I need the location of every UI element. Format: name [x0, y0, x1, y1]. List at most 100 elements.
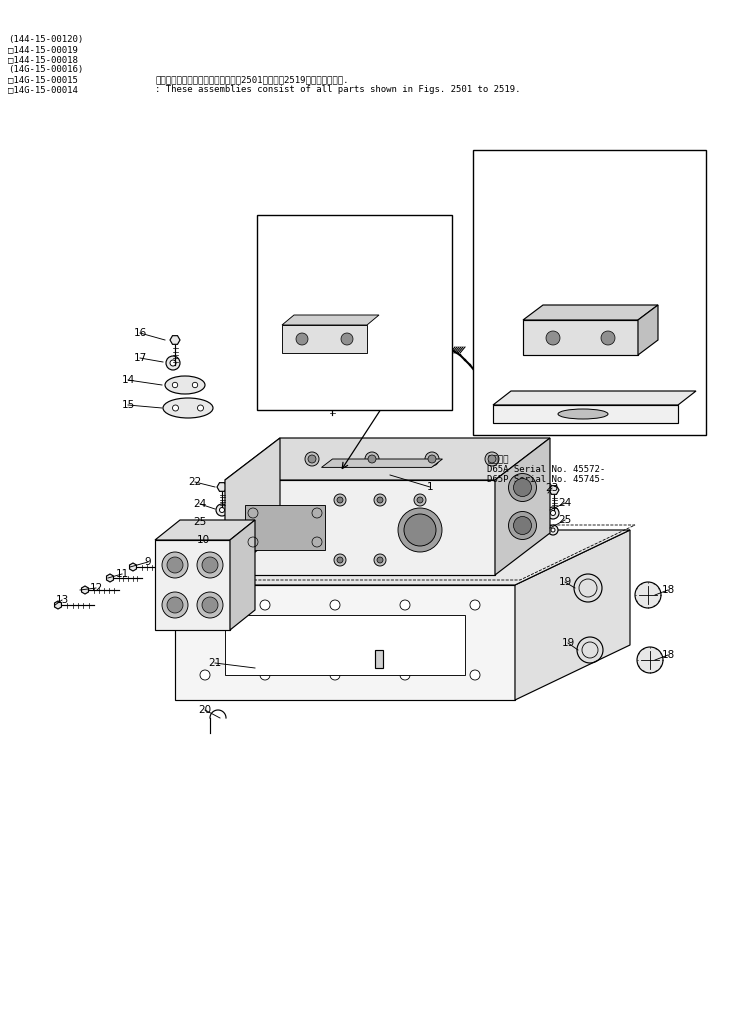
Text: 13: 13	[55, 595, 69, 605]
Polygon shape	[523, 305, 658, 320]
Circle shape	[216, 504, 228, 516]
Circle shape	[197, 552, 223, 578]
Circle shape	[404, 514, 436, 546]
Polygon shape	[225, 615, 465, 675]
Polygon shape	[307, 241, 317, 249]
Ellipse shape	[558, 409, 608, 419]
Text: 9: 9	[145, 557, 151, 567]
Circle shape	[170, 360, 176, 366]
Text: 7: 7	[284, 232, 291, 242]
Circle shape	[377, 497, 383, 503]
Polygon shape	[327, 390, 337, 400]
Ellipse shape	[165, 376, 205, 394]
Circle shape	[368, 455, 376, 463]
Circle shape	[260, 670, 270, 680]
Circle shape	[334, 494, 346, 506]
Text: 2: 2	[261, 322, 269, 332]
Text: 12: 12	[89, 583, 103, 593]
Bar	[155, 540, 230, 630]
Text: これらのアセンブリの構成部品は第2501図から第2519図まで含みます.: これらのアセンブリの構成部品は第2501図から第2519図まで含みます.	[155, 75, 348, 84]
Text: 20: 20	[199, 705, 212, 715]
Circle shape	[643, 235, 653, 245]
Circle shape	[636, 228, 660, 252]
Bar	[375, 650, 383, 668]
Circle shape	[220, 508, 225, 513]
Polygon shape	[282, 315, 379, 325]
Circle shape	[305, 452, 319, 466]
Text: □144-15-00018: □144-15-00018	[8, 55, 78, 64]
Circle shape	[425, 452, 439, 466]
Polygon shape	[129, 563, 137, 571]
Text: 16: 16	[134, 328, 147, 338]
Circle shape	[374, 494, 386, 506]
Circle shape	[167, 597, 183, 613]
Text: 10: 10	[196, 535, 210, 545]
Circle shape	[485, 452, 499, 466]
Text: 18: 18	[661, 585, 675, 595]
Circle shape	[166, 356, 180, 370]
Text: 25: 25	[558, 515, 572, 525]
Circle shape	[172, 405, 179, 411]
Circle shape	[601, 331, 615, 345]
Circle shape	[365, 452, 379, 466]
Bar	[473, 150, 706, 435]
Circle shape	[386, 294, 408, 316]
Circle shape	[470, 600, 480, 610]
Polygon shape	[225, 438, 550, 480]
Text: 7: 7	[665, 170, 672, 180]
Circle shape	[546, 331, 560, 345]
Circle shape	[398, 508, 442, 552]
Text: 4: 4	[266, 281, 272, 290]
Text: 8: 8	[680, 225, 686, 235]
Text: 5: 5	[485, 363, 491, 373]
Circle shape	[509, 512, 537, 540]
Text: : These assemblies consist of all parts shown in Figs. 2501 to 2519.: : These assemblies consist of all parts …	[155, 85, 520, 94]
Text: 6: 6	[282, 398, 288, 408]
Polygon shape	[225, 480, 495, 575]
Text: (14G-15-00016): (14G-15-00016)	[8, 65, 83, 74]
Circle shape	[400, 670, 410, 680]
Circle shape	[172, 382, 177, 387]
Text: 適用車種: 適用車種	[487, 455, 509, 464]
Circle shape	[368, 269, 376, 277]
Circle shape	[330, 600, 340, 610]
Text: 1: 1	[427, 482, 434, 492]
Text: 17: 17	[134, 353, 147, 363]
Text: 14: 14	[121, 375, 134, 385]
Circle shape	[550, 511, 556, 516]
Text: 2: 2	[490, 308, 496, 318]
Ellipse shape	[163, 398, 213, 418]
Circle shape	[192, 382, 198, 387]
Text: 19: 19	[561, 638, 575, 648]
Circle shape	[202, 557, 218, 573]
Text: 25: 25	[193, 517, 207, 527]
Circle shape	[374, 554, 386, 566]
Circle shape	[162, 592, 188, 618]
Polygon shape	[586, 184, 600, 196]
Circle shape	[330, 670, 340, 680]
Text: 23: 23	[545, 483, 558, 493]
Circle shape	[548, 525, 558, 535]
Polygon shape	[638, 305, 658, 355]
Text: 21: 21	[208, 658, 222, 668]
Circle shape	[428, 455, 436, 463]
Circle shape	[637, 647, 663, 673]
Polygon shape	[175, 585, 515, 700]
Circle shape	[541, 231, 565, 255]
Text: 4: 4	[495, 243, 502, 253]
Text: 19: 19	[558, 577, 572, 587]
Text: 3: 3	[426, 292, 432, 302]
Text: 8: 8	[393, 258, 400, 268]
Circle shape	[414, 494, 426, 506]
Polygon shape	[82, 586, 88, 594]
Circle shape	[513, 478, 531, 496]
Text: 1: 1	[688, 403, 694, 413]
Circle shape	[197, 592, 223, 618]
Text: 24: 24	[558, 498, 572, 508]
Circle shape	[400, 600, 410, 610]
Circle shape	[513, 517, 531, 535]
Circle shape	[167, 557, 183, 573]
Circle shape	[200, 600, 210, 610]
Polygon shape	[217, 482, 227, 491]
Polygon shape	[515, 530, 630, 700]
